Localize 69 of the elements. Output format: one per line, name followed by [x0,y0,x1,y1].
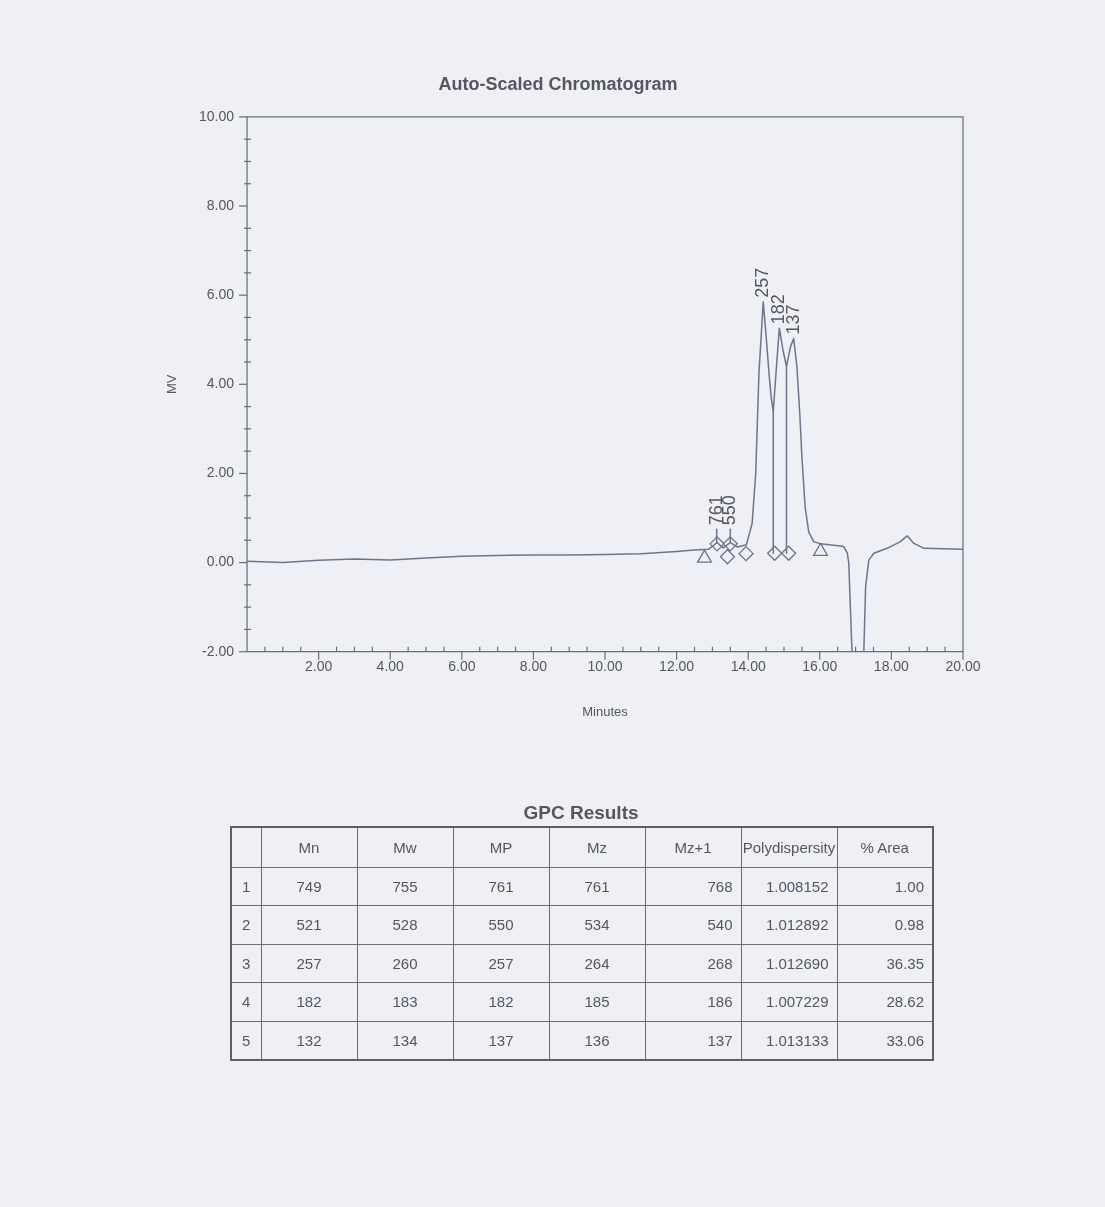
data-label: 28.62 [837,982,933,1021]
data-label: 1.012690 [741,944,837,983]
x-tick-label: 4.00 [376,657,404,674]
x-tick-label: 14.00 [730,657,766,674]
data-label: 257 [261,944,357,983]
data-label: 182 [453,982,549,1021]
data-label: 1.008152 [741,867,837,906]
data-label: 755 [357,867,453,906]
x-tick-label: 20.00 [944,657,981,674]
data-label: 521 [261,905,357,944]
data-label: 534 [549,905,645,944]
data-label: 137 [453,1021,549,1060]
data-label: 185 [549,982,645,1021]
data-label: 134 [357,1021,453,1060]
data-label: 186 [645,982,741,1021]
data-label: 1.013133 [741,1021,837,1060]
y-tick-label: 0.00 [206,553,234,570]
annotation: 257 [751,267,772,298]
y-tick-label: 5 [231,1021,261,1060]
data-label: 182 [261,982,357,1021]
y-tick-label: 6.00 [206,286,234,303]
y-tick-label: 3 [231,944,261,983]
x-tick-label: 8.00 [519,657,547,674]
x-tick-label: Mw [357,827,453,867]
y-axis-title: MV [163,374,179,395]
data-label: 136 [549,1021,645,1060]
y-tick-label: 4 [231,982,261,1021]
data-label: 33.06 [837,1021,933,1060]
y-tick-label: -2.00 [201,642,234,659]
x-tick-label: Polydispersity [741,827,837,867]
x-tick-label: 6.00 [447,657,476,674]
y-tick-label: 1 [231,867,261,906]
data-label: 257 [453,944,549,983]
data-label: 268 [645,944,741,983]
y-tick-label: 10.00 [198,107,234,124]
data-label: 528 [357,905,453,944]
data-label: 761 [549,867,645,906]
x-tick-label: 10.00 [586,657,623,674]
data-label: 761 [453,867,549,906]
data-label: 1.007229 [741,982,837,1021]
x-tick-label: % Area [837,827,933,867]
x-tick-label: 2.00 [304,657,332,674]
data-label: 1.012892 [741,905,837,944]
x-tick-label: Mz+1 [645,827,741,867]
data-label: 137 [645,1021,741,1060]
data-label: 1.00 [837,867,933,906]
data-label: 768 [645,867,741,906]
x-axis-title: Minutes [581,703,628,719]
data-label: 749 [261,867,357,906]
data-label: 550 [453,905,549,944]
data-label: 260 [357,944,453,983]
data-label: 264 [549,944,645,983]
y-tick-label: 2 [231,905,261,944]
y-tick-label: 8.00 [206,196,234,213]
y-tick-label: 2.00 [206,464,234,481]
data-label: 540 [645,905,741,944]
x-tick-label: 12.00 [658,657,694,674]
x-tick-label: 16.00 [801,657,838,674]
x-tick-label: MP [453,827,549,867]
x-tick-label: Mn [261,827,357,867]
data-label: 36.35 [837,944,933,983]
data-label: 183 [357,982,453,1021]
x-tick-label: Mz [549,827,645,867]
data-label: 0.98 [837,905,933,944]
data-label: 132 [261,1021,357,1060]
x-tick-label: 18.00 [873,657,909,674]
chart-title: GPC Results [522,801,640,825]
chart-title: Auto-Scaled Chromatogram [437,73,678,94]
y-tick-label: 4.00 [206,375,234,392]
